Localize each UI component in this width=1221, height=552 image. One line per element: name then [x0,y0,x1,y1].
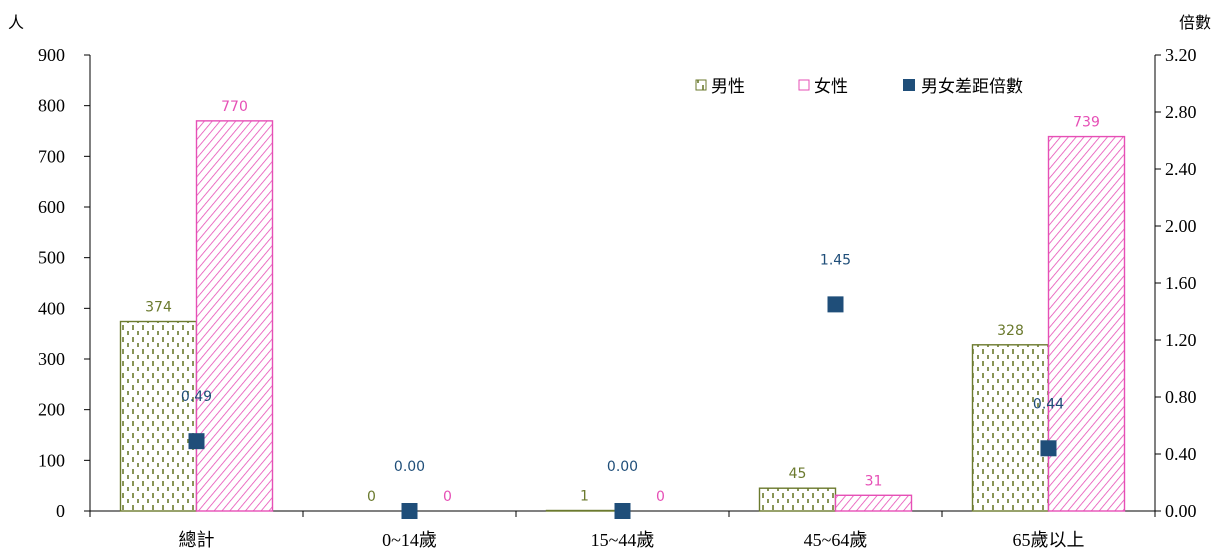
legend-male-label: 男性 [711,77,745,97]
ratio-marker-label: 0.44 [1033,396,1064,412]
y-right-tick-label: 1.20 [1165,330,1197,350]
legend-ratio-label: 男女差距倍數 [921,77,1023,97]
male-bar-label: 374 [145,300,172,316]
female-bar [834,494,913,512]
male-bar [971,344,1050,512]
y-left-tick-label: 500 [38,248,65,268]
y-right-tick-label: 1.60 [1165,273,1197,293]
bars-layer [119,120,1126,512]
y-right-tick-label: 3.20 [1165,45,1197,65]
female-bar-label: 0 [656,489,665,505]
legend: 男性 女性 男女差距倍數 [695,77,1023,97]
ratio-marker [188,433,205,450]
male-bar [119,320,198,512]
y-left-tick-label: 300 [38,349,65,369]
female-bar [195,120,274,512]
female-bar-label: 31 [865,473,883,489]
ratio-marker-label: 0.00 [607,459,638,475]
y-left-tick-label: 900 [38,45,65,65]
y-right-unit: 倍數 [1179,13,1211,32]
ratio-marker-label: 1.45 [820,252,851,268]
ratio-marker [1040,440,1057,457]
legend-female-label: 女性 [814,77,848,97]
male-bar [545,509,624,512]
y-left-tick-label: 600 [38,197,65,217]
y-left-tick-label: 400 [38,298,65,318]
x-category-label: 45~64歲 [804,530,868,550]
labels-layer: 374 0 1 45 328 770 0 0 31 739 0.49 0.00 0.00 1.45 0.44 [145,99,1100,505]
y-right-tick-label: 2.40 [1165,159,1197,179]
ratio-marker [827,296,844,313]
male-bar-label: 0 [367,489,376,505]
ratio-marker-label: 0.00 [394,459,425,475]
legend-ratio-swatch [903,79,915,91]
y-left-tick-label: 200 [38,400,65,420]
y-left-tick-label: 0 [56,501,65,521]
female-bar [1047,135,1126,512]
male-bar-label: 1 [580,488,589,504]
legend-female-swatch [798,79,810,91]
x-category-label: 0~14歲 [382,530,437,550]
markers-layer [188,296,1057,519]
ratio-marker [614,503,631,519]
y-left-unit: 人 [8,13,24,32]
x-category-label: 15~44歲 [591,530,655,550]
female-bar-label: 770 [221,99,248,115]
female-bar-label: 0 [443,489,452,505]
legend-male-swatch [695,79,707,91]
x-category-label: 總計 [179,530,215,550]
female-bar-label: 739 [1073,115,1100,131]
ratio-marker-label: 0.49 [181,389,212,405]
axes-layer: 01002003004005006007008009000.000.400.80… [38,45,1197,550]
y-left-tick-label: 700 [38,146,65,166]
y-right-tick-label: 2.00 [1165,216,1197,236]
ratio-marker [401,503,418,519]
male-bar-label: 45 [789,466,807,482]
y-right-tick-label: 0.40 [1165,444,1197,464]
y-left-tick-label: 800 [38,96,65,116]
y-right-tick-label: 2.80 [1165,102,1197,122]
y-right-tick-label: 0.80 [1165,387,1197,407]
male-bar [758,487,837,512]
x-category-label: 65歲以上 [1013,530,1085,550]
y-left-tick-label: 100 [38,450,65,470]
male-bar-label: 328 [997,323,1024,339]
y-right-tick-label: 0.00 [1165,501,1197,521]
